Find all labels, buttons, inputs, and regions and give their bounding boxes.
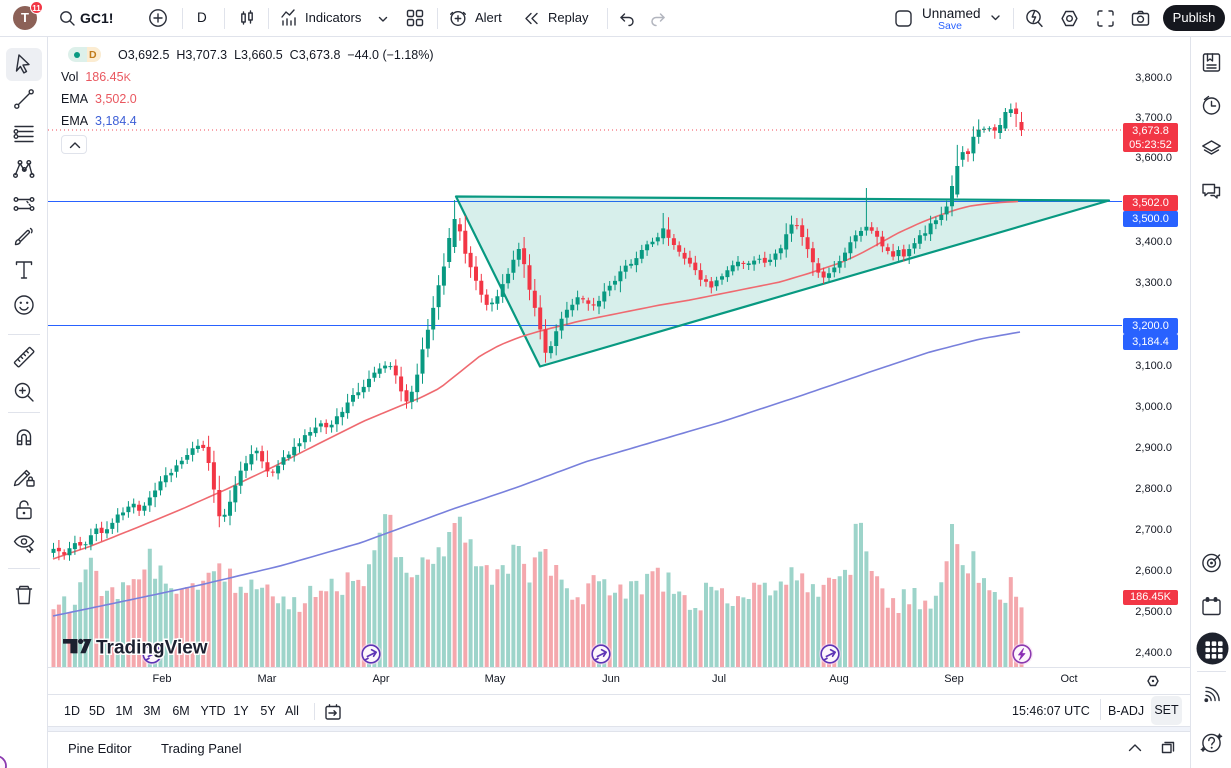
svg-text:TradingView: TradingView [96, 638, 208, 659]
